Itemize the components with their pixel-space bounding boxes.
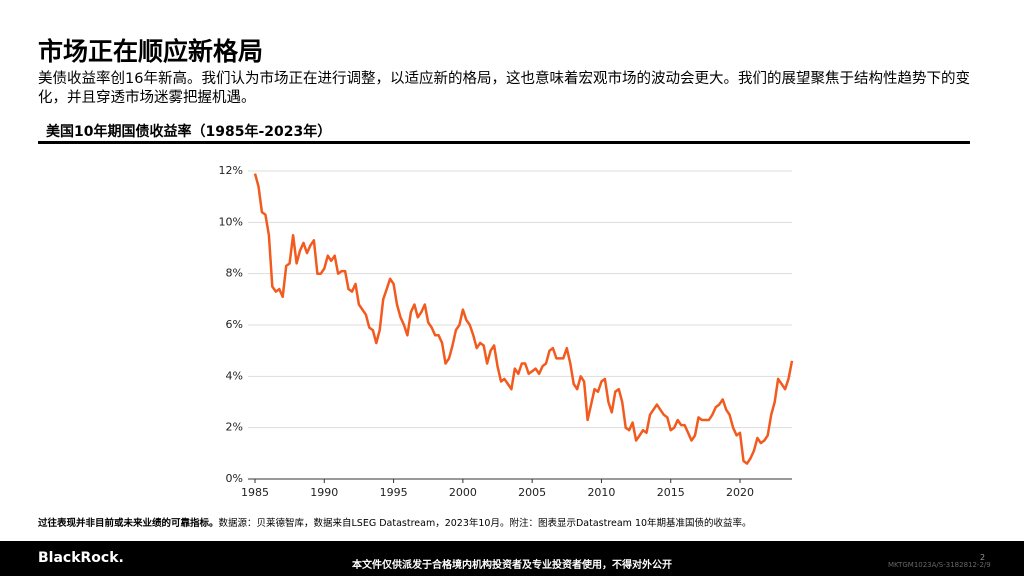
y-tick-label: 10%: [219, 215, 243, 228]
chart: 0% 2% 4% 6% 8% 10% 12% 1985 1990 1995 2000 2005 2010…: [219, 164, 794, 499]
x-tick-label: 2015: [657, 486, 685, 499]
y-tick-label: 8%: [226, 267, 243, 280]
footer-notice: 本文件仅供派发于合格境内机构投资者及专业投资者使用，不得对外公开: [352, 560, 672, 571]
y-tick-label: 4%: [226, 369, 243, 382]
subtitle: 美债收益率创16年新高。我们认为市场正在进行调整，以适应新的格局，这也意味着宏观…: [38, 71, 970, 106]
footer-code: MKTGM1023A/S-3182812-2/9: [888, 561, 991, 569]
footnote: 过往表现并非目前或未来业绩的可靠指标。数据源：贝莱德智库，数据来自LSEG Da…: [38, 515, 752, 529]
footnote-text: 数据源：贝莱德智库，数据来自LSEG Datastream，2023年10月。附…: [218, 518, 752, 529]
x-tick-label: 2000: [449, 486, 477, 499]
y-tick-label: 12%: [219, 164, 243, 177]
title: 市场正在顺应新格局: [38, 37, 264, 66]
title-rule: [38, 141, 970, 144]
footer-band: [0, 541, 1024, 576]
x-tick-label: 2005: [518, 486, 546, 499]
x-tick-label: 2020: [726, 486, 754, 499]
x-tick-label: 2010: [587, 486, 615, 499]
y-tick-label: 2%: [226, 421, 243, 434]
brand: BlackRock.: [38, 550, 124, 566]
x-tick-label: 1990: [310, 486, 338, 499]
footnote-bold: 过往表现并非目前或未来业绩的可靠指标。: [38, 518, 219, 529]
y-tick-label: 0%: [226, 472, 243, 485]
chart-title: 美国10年期国债收益率（1985年-2023年）: [46, 124, 332, 140]
y-tick-label: 6%: [226, 318, 243, 331]
yield-line: [253, 173, 794, 465]
x-tick-label: 1985: [241, 486, 269, 499]
x-tick-label: 1995: [380, 486, 408, 499]
page-number: 2: [980, 553, 986, 562]
